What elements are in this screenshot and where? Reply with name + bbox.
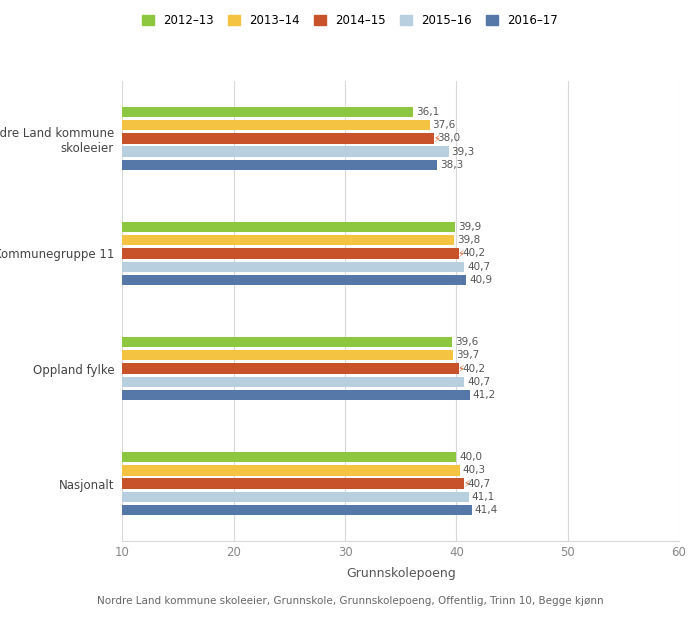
Bar [122, 275, 466, 285]
Text: 36,1: 36,1 [416, 107, 439, 117]
Text: 38,0: 38,0 [438, 133, 461, 144]
Bar [122, 350, 453, 361]
Text: 37,6: 37,6 [433, 120, 456, 130]
Bar [122, 146, 449, 157]
Bar [122, 390, 470, 400]
Bar [122, 363, 458, 374]
Text: ⚡: ⚡ [458, 363, 464, 374]
X-axis label: Grunnskolepoeng: Grunnskolepoeng [346, 567, 456, 580]
Bar [122, 222, 455, 232]
Bar [122, 261, 464, 272]
Text: Nordre Land kommune skoleeier, Grunnskole, Grunnskolepoeng, Offentlig, Trinn 10,: Nordre Land kommune skoleeier, Grunnskol… [97, 596, 603, 606]
Text: 39,3: 39,3 [452, 147, 475, 157]
Bar [122, 107, 413, 117]
Text: 39,7: 39,7 [456, 350, 479, 360]
Text: 39,9: 39,9 [458, 222, 482, 232]
Text: 40,3: 40,3 [463, 465, 486, 475]
Bar [122, 505, 472, 515]
Text: 40,7: 40,7 [467, 377, 490, 387]
Bar [122, 235, 454, 246]
Bar [122, 452, 456, 462]
Bar [122, 160, 438, 170]
Bar [122, 478, 464, 489]
Text: ⚡: ⚡ [433, 133, 440, 144]
Text: ⚡: ⚡ [458, 248, 464, 259]
Text: 40,7: 40,7 [467, 262, 490, 272]
Bar [122, 376, 464, 387]
Text: 39,6: 39,6 [455, 337, 478, 347]
Bar [122, 120, 430, 131]
Text: 41,2: 41,2 [473, 390, 496, 400]
Bar [122, 133, 434, 144]
Text: 40,7: 40,7 [468, 478, 491, 489]
Text: 41,4: 41,4 [475, 505, 498, 515]
Bar [122, 491, 468, 502]
Text: 39,8: 39,8 [457, 235, 480, 245]
Bar [122, 248, 458, 259]
Text: ⚡: ⚡ [463, 478, 470, 489]
Text: 38,3: 38,3 [440, 160, 463, 170]
Text: 40,2: 40,2 [462, 363, 485, 374]
Text: 40,9: 40,9 [469, 275, 492, 285]
Legend: 2012–13, 2013–14, 2014–15, 2015–16, 2016–17: 2012–13, 2013–14, 2014–15, 2015–16, 2016… [142, 14, 558, 27]
Text: 40,2: 40,2 [462, 248, 485, 259]
Text: 41,1: 41,1 [471, 492, 495, 502]
Text: Grunnskolepoeng, gjennomsnitt: Grunnskolepoeng, gjennomsnitt [127, 58, 352, 71]
Text: 40,0: 40,0 [459, 452, 482, 462]
Bar [122, 337, 452, 347]
Bar [122, 465, 460, 476]
